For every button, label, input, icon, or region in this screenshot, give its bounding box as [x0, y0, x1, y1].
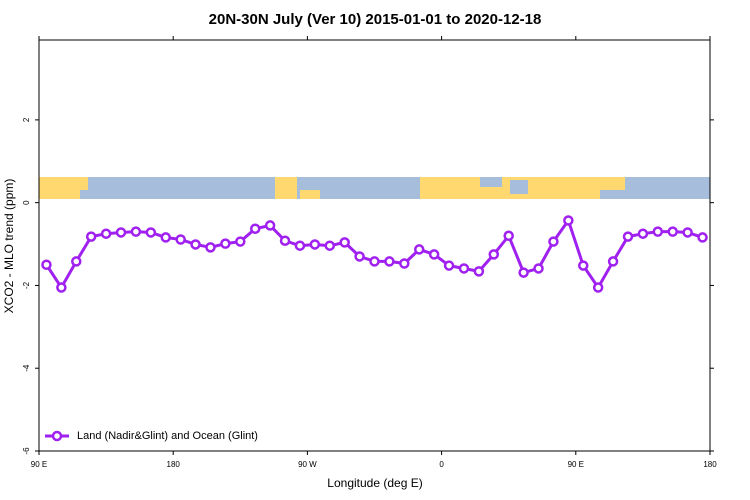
point: [71, 256, 82, 267]
point: [100, 228, 112, 239]
series-line: [45, 217, 704, 291]
point: [205, 242, 216, 253]
point: [160, 232, 171, 243]
legend-label: Land (Nadir&Glint) and Ocean (Glint): [77, 430, 258, 442]
point: [607, 256, 619, 267]
point: [220, 238, 231, 249]
x-tick-label: 90 E: [568, 460, 584, 469]
point: [637, 228, 649, 239]
x-tick-label: 90 W: [298, 460, 317, 469]
point: [413, 244, 425, 255]
point: [384, 256, 395, 267]
point: [130, 226, 142, 237]
y-tick-label: 0: [22, 200, 31, 205]
legend-marker: [51, 430, 63, 442]
point: [533, 263, 544, 274]
point: [339, 237, 350, 248]
x-axis-label: Longitude (deg E): [327, 476, 422, 490]
point: [548, 236, 559, 247]
plot-frame: [38, 39, 711, 452]
y-tick-label: -6: [22, 447, 31, 455]
point: [488, 249, 500, 260]
point: [667, 226, 678, 237]
point: [697, 232, 708, 243]
point: [190, 239, 201, 250]
point: [41, 259, 52, 270]
x-tick-label: 0: [439, 460, 444, 469]
point: [354, 251, 365, 262]
point: [563, 215, 574, 226]
point: [503, 230, 514, 242]
point: [56, 282, 67, 293]
point: [458, 263, 470, 274]
point: [369, 256, 380, 267]
y-tick-label: -4: [22, 364, 31, 372]
point: [622, 231, 634, 242]
chart-title: 20N-30N July (Ver 10) 2015-01-01 to 2020…: [209, 11, 542, 28]
y-axis-label: XCO2 - MLO trend (ppm): [2, 179, 16, 314]
y-tick-label: 2: [22, 117, 31, 122]
point: [652, 226, 664, 237]
point: [145, 227, 157, 238]
point: [235, 236, 246, 247]
map-strip: [39, 177, 710, 199]
point: [682, 227, 693, 238]
point: [578, 260, 589, 271]
point: [443, 260, 455, 271]
point: [115, 227, 127, 238]
x-tick-label: 180: [703, 460, 717, 469]
point: [428, 249, 440, 260]
point: [264, 220, 276, 231]
point: [294, 240, 306, 251]
point: [279, 235, 291, 246]
point: [249, 223, 261, 234]
point: [473, 266, 485, 277]
point: [175, 234, 186, 245]
point: [324, 240, 336, 251]
point: [399, 258, 410, 269]
x-tick-label: 90 E: [31, 460, 47, 469]
y-tick-label: -2: [22, 281, 31, 289]
point: [85, 231, 97, 242]
point: [592, 282, 604, 293]
point: [309, 239, 321, 250]
point: [518, 267, 529, 278]
x-tick-label: 180: [167, 460, 181, 469]
